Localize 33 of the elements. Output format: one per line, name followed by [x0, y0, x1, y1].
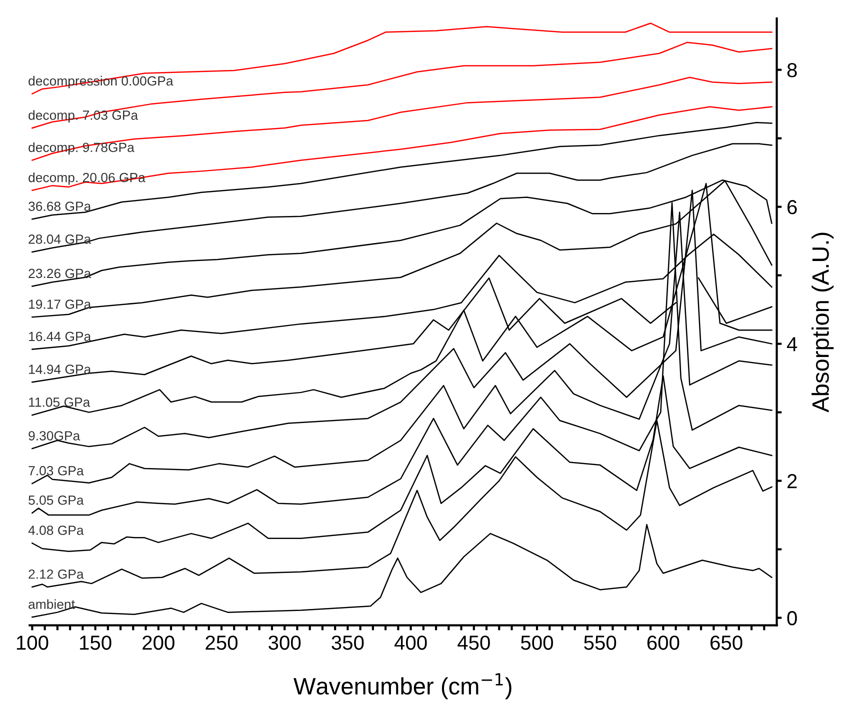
series-label: 5.05 GPa — [28, 495, 84, 505]
x-tick-label: 300 — [268, 636, 301, 650]
series-label: 11.05 GPa — [29, 398, 90, 407]
x-tick-label: 550 — [584, 636, 616, 650]
series-label: 36.68 GPa — [28, 202, 92, 211]
x-tick-label: 350 — [332, 636, 364, 650]
x-tick-label: 450 — [458, 636, 490, 650]
series-label: 28.04 GPa — [28, 234, 92, 244]
y-tick-label: 4 — [786, 337, 798, 352]
x-tick-label: 150 — [80, 636, 112, 650]
series-label: 14.94 GPa — [29, 364, 92, 374]
series-label: decomp. 9.78GPa — [28, 142, 134, 155]
y-tick-label: 2 — [788, 474, 797, 488]
series-label: ambient — [28, 599, 75, 609]
x-axis-title: Wavenumber (cm$^{−1}$) — [294, 673, 512, 700]
series-label: 2.12 GPa — [28, 569, 84, 579]
x-tick-label: 600 — [647, 636, 680, 650]
y-tick-label: 6 — [788, 200, 797, 214]
series-label: 4.08 GPa — [28, 526, 84, 535]
x-tick-label: 250 — [206, 636, 238, 650]
series-label: 23.26 GPa — [28, 268, 92, 278]
series-label: 9.30GPa — [28, 431, 80, 440]
series-label: 7.03 GPa — [28, 466, 84, 476]
series-label: 16.44 GPa — [29, 332, 92, 342]
x-tick-label: 400 — [394, 636, 427, 650]
y-tick-label: 0 — [787, 611, 797, 626]
x-tick-label: 500 — [521, 636, 554, 650]
x-tick-label: 100 — [16, 636, 48, 650]
series-label: 19.17 GPa — [29, 300, 92, 309]
y-tick-label: 8 — [787, 63, 797, 78]
x-tick-label: 650 — [710, 636, 742, 650]
y-axis-title: Absorption (A.U.) — [812, 232, 834, 412]
x-tick-label: 200 — [142, 636, 174, 650]
